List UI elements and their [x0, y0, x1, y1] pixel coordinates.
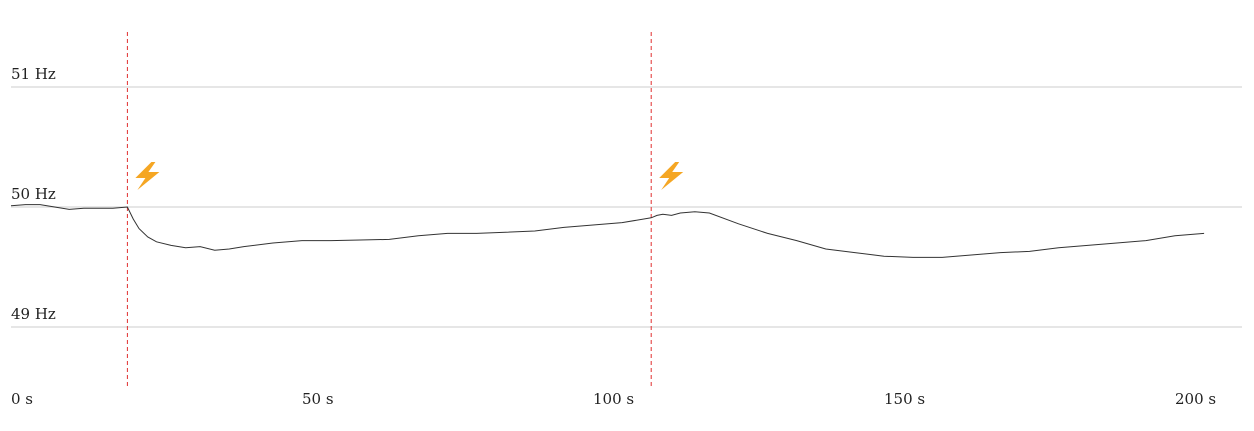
frequency-line [10, 204, 1205, 258]
x-tick-label: 150 s [884, 390, 925, 408]
event-icon [135, 162, 160, 190]
y-tick-label: 49 Hz [11, 305, 56, 323]
event-icon [659, 162, 684, 190]
x-tick-label: 200 s [1175, 390, 1216, 408]
x-tick-label: 0 s [11, 390, 33, 408]
x-tick-label: 100 s [593, 390, 634, 408]
x-tick-label: 50 s [302, 390, 334, 408]
y-tick-label: 51 Hz [11, 65, 56, 83]
y-tick-label: 50 Hz [11, 185, 56, 203]
